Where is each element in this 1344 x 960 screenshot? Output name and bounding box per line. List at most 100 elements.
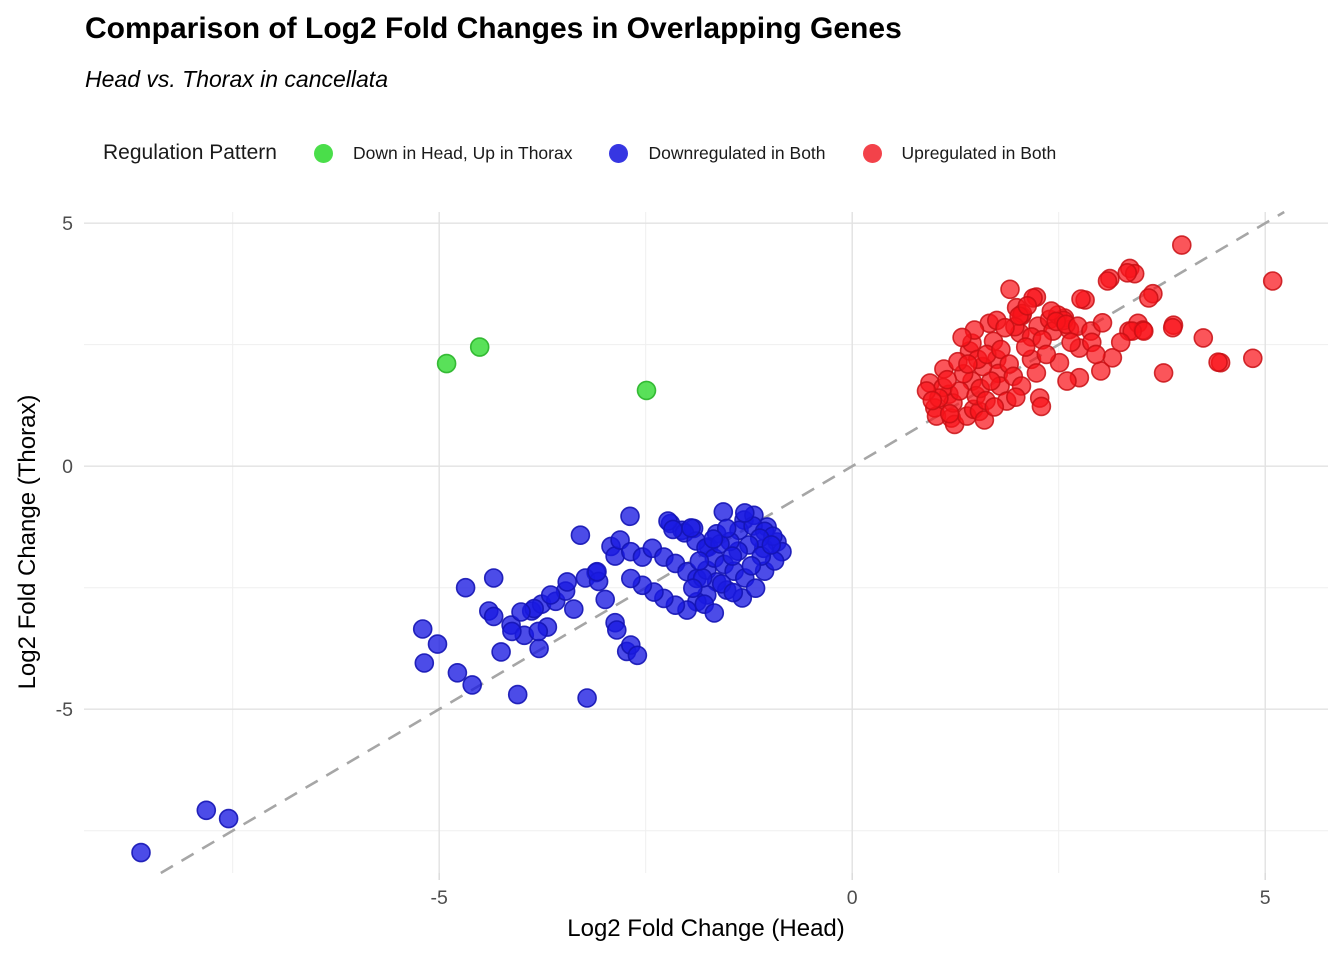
data-point: [984, 397, 1005, 417]
data-point: [981, 371, 1001, 391]
data-point: [620, 568, 641, 589]
x-axis-title: Log2 Fold Change (Head): [567, 915, 845, 942]
data-point: [502, 621, 522, 642]
data-point: [939, 403, 960, 424]
data-point: [704, 603, 725, 623]
data-point: [952, 327, 972, 348]
data-point: [723, 582, 744, 603]
data-point: [540, 585, 561, 605]
blue-dot-icon: [609, 143, 629, 163]
data-point: [922, 390, 943, 411]
data-point: [734, 503, 755, 523]
data-point: [529, 638, 549, 659]
data-point: [1061, 332, 1081, 353]
data-point: [745, 578, 766, 599]
data-point: [595, 589, 616, 610]
data-point: [462, 675, 483, 695]
series-upregulated-in-both: [916, 235, 1283, 435]
chart-title: Comparison of Log2 Fold Changes in Overl…: [85, 12, 902, 45]
legend-item-label: Upregulated in Both: [901, 142, 1057, 163]
series-down-in-head-up-in-thorax: [436, 337, 657, 401]
data-point: [1162, 317, 1183, 338]
x-tick-label: 5: [1260, 887, 1271, 909]
data-point: [713, 502, 734, 522]
data-point: [995, 317, 1015, 338]
data-point: [1117, 262, 1138, 283]
data-point: [511, 602, 531, 622]
data-point: [1086, 344, 1106, 365]
data-point: [412, 619, 433, 639]
data-point: [1057, 371, 1077, 391]
data-point: [436, 353, 457, 374]
data-point: [570, 525, 591, 546]
data-point: [1005, 387, 1026, 407]
data-point: [741, 555, 762, 576]
legend-item-downregulated-both: Downregulated in Both: [609, 142, 826, 164]
data-point: [636, 380, 657, 401]
data-point: [974, 410, 995, 430]
data-point: [447, 662, 468, 683]
data-point: [716, 518, 737, 539]
series-downregulated-in-both: [131, 502, 792, 863]
green-dot-icon: [313, 143, 333, 163]
data-point: [1026, 363, 1047, 383]
data-point: [761, 535, 782, 555]
data-point: [1036, 344, 1057, 365]
data-point: [663, 519, 683, 540]
data-point: [1092, 313, 1113, 333]
data-point: [1015, 337, 1036, 357]
data-point: [1139, 288, 1159, 308]
data-point: [483, 568, 504, 588]
data-point: [1110, 332, 1131, 353]
red-dot-icon: [862, 143, 882, 163]
data-point: [1071, 289, 1091, 309]
data-point: [1243, 348, 1263, 369]
data-point: [491, 642, 511, 662]
legend-title: Regulation Pattern: [103, 141, 277, 164]
x-tick-label: 0: [847, 887, 858, 909]
plot-area: -5 0 5 -5 0 5: [56, 210, 1328, 909]
data-point: [577, 688, 597, 708]
data-point: [606, 620, 627, 640]
data-point: [681, 518, 701, 538]
data-point: [1153, 363, 1174, 383]
data-point: [557, 572, 578, 592]
data-point: [563, 599, 584, 619]
legend-item-upregulated-both: Upregulated in Both: [862, 142, 1057, 164]
data-point: [196, 800, 217, 821]
y-tick-label: -5: [56, 699, 73, 721]
data-point: [937, 369, 958, 390]
data-point: [627, 645, 648, 666]
legend-item-label: Down in Head, Up in Thorax: [352, 142, 573, 163]
scatter-plot: -5 0 5 -5 0 5: [56, 210, 1328, 909]
data-point: [131, 842, 151, 863]
chart-subtitle: Head vs. Thorax in cancellata: [85, 66, 388, 92]
data-point: [689, 551, 710, 571]
data-point: [1031, 396, 1052, 417]
y-tick-label: 0: [62, 456, 73, 478]
data-point: [620, 506, 640, 527]
data-point: [1134, 321, 1154, 341]
data-point: [958, 354, 978, 374]
data-point: [682, 578, 703, 599]
data-point: [1208, 352, 1228, 372]
legend-item-label: Downregulated in Both: [648, 142, 826, 163]
data-point: [1262, 271, 1283, 291]
data-point: [991, 339, 1011, 360]
data-point: [1017, 296, 1038, 316]
data-point: [722, 546, 743, 566]
data-point: [507, 684, 528, 705]
data-point: [1000, 279, 1020, 300]
data-point: [1172, 235, 1192, 255]
data-point: [455, 577, 476, 598]
data-point: [1097, 271, 1118, 291]
x-tick-label: -5: [431, 887, 448, 909]
data-point: [587, 561, 607, 582]
data-point: [427, 634, 448, 654]
data-point: [703, 529, 724, 549]
y-axis-title: Log2 Fold Change (Thorax): [14, 394, 41, 690]
legend: Regulation Pattern Down in Head, Up in T…: [103, 136, 1056, 170]
y-tick-label: 5: [62, 213, 73, 235]
data-point: [483, 606, 504, 627]
